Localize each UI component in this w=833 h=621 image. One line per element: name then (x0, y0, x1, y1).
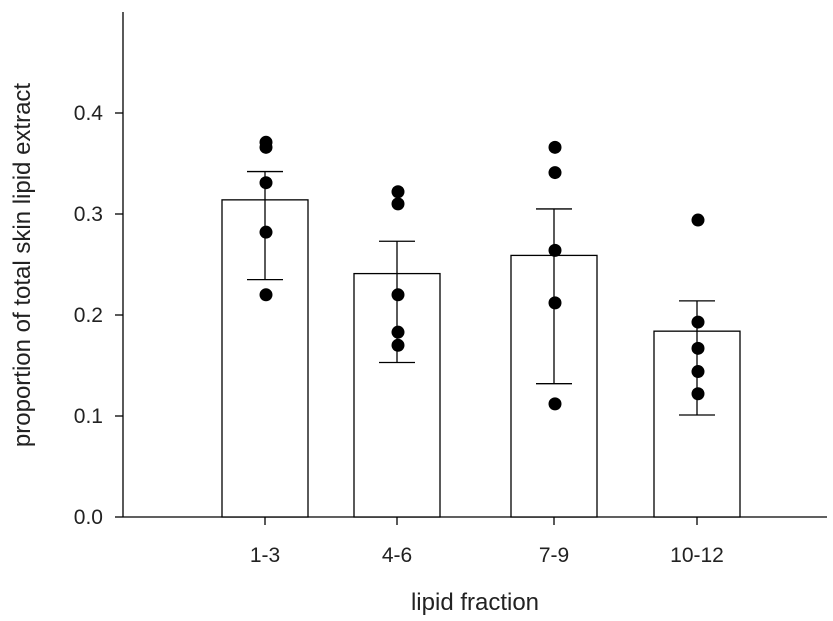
y-tick-label: 0.4 (74, 102, 104, 125)
x-axis-title: lipid fraction (411, 589, 539, 616)
data-point (548, 243, 562, 257)
y-tick-label: 0.3 (74, 203, 103, 226)
data-point (548, 166, 562, 180)
data-point (691, 315, 705, 329)
y-tick-label: 0.0 (74, 506, 103, 529)
data-point (691, 365, 705, 379)
x-tick-label: 7-9 (539, 544, 569, 567)
data-point (391, 338, 405, 352)
data-point (391, 197, 405, 211)
data-point (691, 387, 705, 401)
x-ticks: 1-3 4-6 7-9 10-12 (250, 517, 724, 567)
data-point (391, 288, 405, 302)
data-point (391, 325, 405, 339)
data-point (391, 185, 405, 199)
data-point (259, 140, 273, 154)
data-point (548, 296, 562, 310)
error-bars (247, 170, 715, 416)
data-point (548, 140, 562, 154)
data-point (259, 288, 273, 302)
data-point (259, 176, 273, 190)
data-points (259, 135, 705, 411)
y-tick-label: 0.1 (74, 405, 103, 428)
bars (221, 199, 741, 518)
x-tick-label: 1-3 (250, 544, 280, 567)
y-axis-title: proportion of total skin lipid extract (9, 83, 36, 448)
data-point (548, 397, 562, 411)
y-ticks: 0.0 0.1 0.2 0.3 0.4 (74, 102, 123, 529)
data-point (259, 225, 273, 239)
data-point (691, 213, 705, 227)
x-tick-label: 4-6 (382, 544, 412, 567)
x-tick-label: 10-12 (670, 544, 724, 567)
data-point (691, 341, 705, 355)
y-tick-label: 0.2 (74, 304, 103, 327)
